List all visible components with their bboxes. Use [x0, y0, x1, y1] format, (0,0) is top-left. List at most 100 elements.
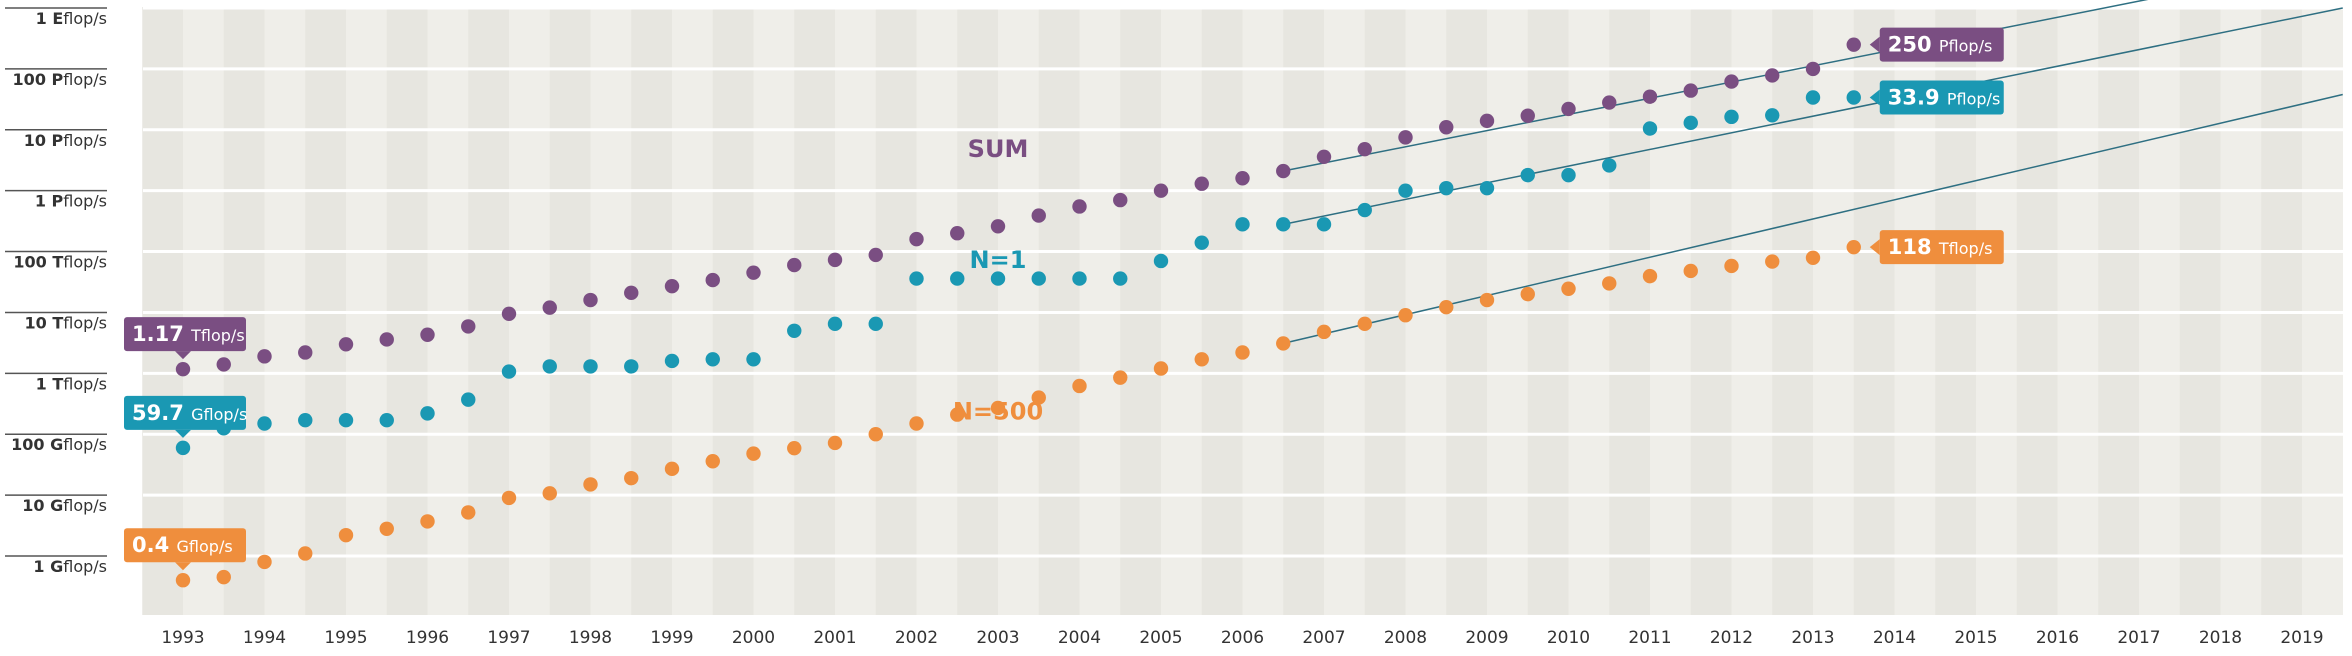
x-tick-label: 2015 [1954, 628, 1997, 648]
data-point [1439, 120, 1454, 135]
callout-pointer [175, 351, 191, 360]
data-point [257, 416, 272, 431]
x-tick-label: 2000 [732, 628, 775, 648]
data-point [583, 359, 598, 374]
x-tick-label: 2012 [1710, 628, 1753, 648]
y-tick-label: 100 Pflop/s [13, 70, 107, 89]
x-tick-label: 1998 [569, 628, 612, 648]
x-tick-label: 2016 [2036, 628, 2079, 648]
data-point [1235, 345, 1250, 360]
callout-text: 0.4 Gflop/s [132, 533, 233, 557]
data-point [1398, 183, 1413, 198]
data-point [1398, 130, 1413, 145]
data-point [338, 412, 354, 428]
data-point [1602, 158, 1617, 173]
callout-box [1879, 27, 2004, 62]
data-point [909, 231, 924, 247]
y-tick-label: 10 Pflop/s [24, 131, 107, 150]
data-point [1561, 167, 1576, 183]
data-point [1072, 199, 1087, 214]
x-tick-label: 1994 [243, 628, 286, 648]
data-point [298, 345, 313, 360]
data-point [1479, 180, 1495, 196]
series-label: N=1 [970, 246, 1027, 274]
data-point [1765, 68, 1780, 83]
data-point [1031, 208, 1046, 223]
callout-pointer [1869, 239, 1880, 256]
callout-pointer [175, 562, 191, 571]
data-point [1113, 271, 1128, 286]
data-point [1113, 370, 1128, 385]
data-point [950, 407, 965, 422]
data-point [827, 316, 843, 332]
data-point [950, 226, 965, 241]
data-point [1479, 292, 1495, 308]
data-point [1805, 90, 1821, 105]
data-point [1316, 149, 1332, 164]
x-tick-label: 2009 [1465, 628, 1508, 648]
y-tick-label: 100 Tflop/s [13, 253, 107, 272]
data-points [175, 37, 1861, 588]
x-tick-label: 2004 [1058, 628, 1101, 648]
callout-box [124, 528, 246, 563]
trend-line-n1 [1283, 7, 2343, 226]
data-point [298, 546, 313, 561]
callout-text: 118 Tflop/s [1888, 235, 1993, 259]
data-point [1561, 101, 1576, 117]
data-point [1561, 281, 1576, 296]
data-point [1805, 250, 1821, 265]
data-point [501, 306, 517, 322]
callout-box [124, 317, 246, 352]
data-point [1765, 108, 1780, 123]
data-point [1683, 263, 1698, 279]
y-tick-label: 10 Tflop/s [25, 313, 108, 332]
trend-line-n500 [1283, 93, 2343, 345]
data-point [1357, 141, 1372, 157]
callout-n500: 118 Tflop/s [1869, 230, 2004, 265]
x-tick-label: 2019 [2280, 628, 2323, 648]
data-point [827, 435, 843, 451]
callout-text: 59.7 Gflop/s [132, 401, 247, 425]
callout-text: 33.9 Pflop/s [1888, 85, 2001, 109]
data-point [257, 349, 272, 364]
data-point [420, 514, 435, 529]
data-point [1805, 61, 1821, 77]
x-tick-label: 2002 [895, 628, 938, 648]
data-point [583, 477, 598, 492]
data-point [990, 400, 1006, 416]
callout-n1: 59.7 Gflop/s [124, 395, 247, 438]
data-point [1520, 167, 1535, 183]
x-tick-label: 1993 [161, 628, 204, 648]
data-point [542, 300, 557, 315]
x-tick-label: 2007 [1302, 628, 1345, 648]
data-point [1153, 361, 1169, 376]
data-point [1846, 37, 1861, 52]
x-tick-label: 2005 [1139, 628, 1182, 648]
data-point [1072, 378, 1087, 394]
data-point [1235, 171, 1250, 186]
data-point [542, 486, 557, 501]
x-tick-label: 2001 [813, 628, 856, 648]
data-point [1602, 276, 1617, 291]
data-point [1072, 271, 1087, 286]
data-point [1113, 192, 1128, 208]
callout-pointer [175, 429, 191, 438]
data-point [950, 271, 965, 286]
data-point [379, 521, 394, 536]
data-point [868, 427, 883, 442]
data-point [1153, 253, 1169, 269]
data-point [909, 416, 924, 431]
x-tick-label: 2017 [2117, 628, 2160, 648]
callout-sum: 250 Pflop/s [1869, 27, 2004, 62]
data-point [705, 272, 720, 288]
data-point [1724, 74, 1739, 89]
data-point [1276, 217, 1291, 232]
data-point [379, 412, 394, 428]
x-tick-label: 2018 [2199, 628, 2242, 648]
data-point [868, 316, 883, 332]
x-tick-label: 2013 [1791, 628, 1834, 648]
data-point [664, 461, 680, 477]
y-tick-label: 1 Tflop/s [36, 374, 107, 393]
data-point [1724, 109, 1739, 125]
data-point [1439, 299, 1454, 315]
